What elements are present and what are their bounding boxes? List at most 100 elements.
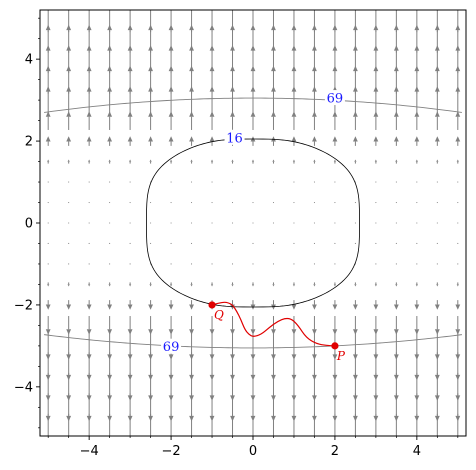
field-arrow — [455, 316, 461, 335]
x-tick-label: 4 — [413, 444, 421, 459]
field-arrow — [293, 242, 295, 245]
field-arrow — [68, 242, 70, 245]
field-arrow — [68, 263, 70, 265]
field-arrow — [272, 242, 275, 245]
field-arrow — [293, 10, 295, 33]
field-arrow — [108, 282, 111, 287]
field-arrow — [109, 10, 111, 33]
field-arrow — [67, 159, 70, 164]
field-arrow — [47, 159, 50, 164]
field-arrow — [252, 242, 254, 245]
field-arrow — [271, 331, 276, 360]
field-arrow — [271, 300, 276, 310]
field-arrow — [373, 331, 379, 360]
field-arrow — [47, 181, 49, 183]
x-tick-label: 0 — [249, 444, 257, 459]
field-arrow — [191, 222, 193, 224]
point-q-label: Q — [214, 308, 224, 322]
contour-line-69-upper — [44, 97, 462, 113]
field-arrow — [230, 300, 235, 310]
field-arrow — [129, 263, 131, 265]
field-arrow — [129, 159, 132, 164]
field-arrow — [150, 201, 152, 204]
contour-label-16: 16 — [226, 131, 243, 146]
field-arrow — [393, 316, 399, 335]
field-arrow — [293, 201, 295, 204]
field-arrow — [354, 159, 357, 164]
field-arrow — [354, 222, 356, 224]
field-arrow — [250, 316, 256, 335]
field-arrow — [107, 136, 113, 146]
field-arrow — [231, 181, 234, 183]
field-arrow — [109, 242, 111, 245]
field-arrow — [272, 159, 275, 164]
field-arrow — [109, 181, 111, 183]
field-arrow — [312, 300, 317, 310]
field-arrow — [68, 222, 70, 224]
field-arrow — [291, 331, 297, 360]
field-arrow — [191, 242, 193, 245]
field-arrow — [334, 10, 336, 33]
field-arrow — [353, 316, 358, 335]
field-arrow — [149, 159, 152, 164]
field-arrow — [436, 201, 438, 204]
field-arrow — [416, 222, 418, 224]
field-arrow — [251, 282, 255, 287]
field-arrow — [191, 263, 193, 265]
field-arrow — [168, 300, 174, 310]
field-arrow — [209, 136, 215, 146]
field-arrow — [436, 10, 438, 33]
field-arrow — [455, 136, 461, 146]
field-arrow — [457, 201, 459, 204]
field-arrow — [293, 181, 295, 183]
field-arrow — [127, 331, 133, 360]
field-arrow — [88, 201, 90, 204]
y-tick-label: −2 — [14, 298, 33, 313]
field-arrow — [66, 300, 72, 310]
field-arrow — [414, 316, 420, 335]
field-arrow — [313, 181, 315, 183]
field-arrow — [66, 316, 72, 335]
field-arrow — [45, 136, 51, 146]
field-arrow — [334, 201, 336, 204]
field-arrow — [416, 181, 418, 183]
y-tick-label: 0 — [25, 217, 33, 232]
field-arrow — [88, 263, 90, 265]
field-arrow — [373, 136, 379, 146]
field-arrow — [88, 222, 90, 224]
field-arrow — [168, 316, 174, 335]
field-arrow — [415, 282, 418, 287]
field-arrow — [353, 136, 358, 146]
field-arrow — [332, 136, 338, 146]
field-arrow — [416, 10, 418, 33]
field-arrow — [395, 10, 397, 33]
field-arrow — [393, 136, 399, 146]
contour-lines — [44, 97, 462, 349]
field-arrow — [416, 263, 418, 265]
field-arrow — [457, 222, 459, 224]
contour-label-69: 69 — [327, 92, 344, 107]
y-tick-label: −4 — [14, 380, 33, 395]
field-arrow — [66, 136, 72, 146]
field-arrow — [313, 282, 316, 287]
field-arrow — [292, 159, 296, 164]
contour-line-16 — [146, 138, 360, 308]
field-arrow — [250, 331, 256, 360]
field-arrow — [169, 282, 173, 287]
field-arrow — [211, 10, 213, 33]
field-arrow — [291, 300, 297, 310]
field-arrow — [189, 136, 194, 146]
field-arrow — [313, 10, 315, 33]
x-tick-label: −2 — [161, 444, 180, 459]
field-arrow — [231, 263, 234, 265]
field-arrow — [434, 136, 440, 146]
field-arrow — [457, 181, 459, 183]
field-arrow — [312, 316, 317, 335]
field-arrow — [332, 300, 338, 310]
field-arrow — [189, 300, 194, 310]
field-arrow — [434, 331, 440, 360]
field-arrow — [373, 316, 379, 335]
field-arrow — [109, 201, 111, 204]
field-arrow — [169, 159, 173, 164]
